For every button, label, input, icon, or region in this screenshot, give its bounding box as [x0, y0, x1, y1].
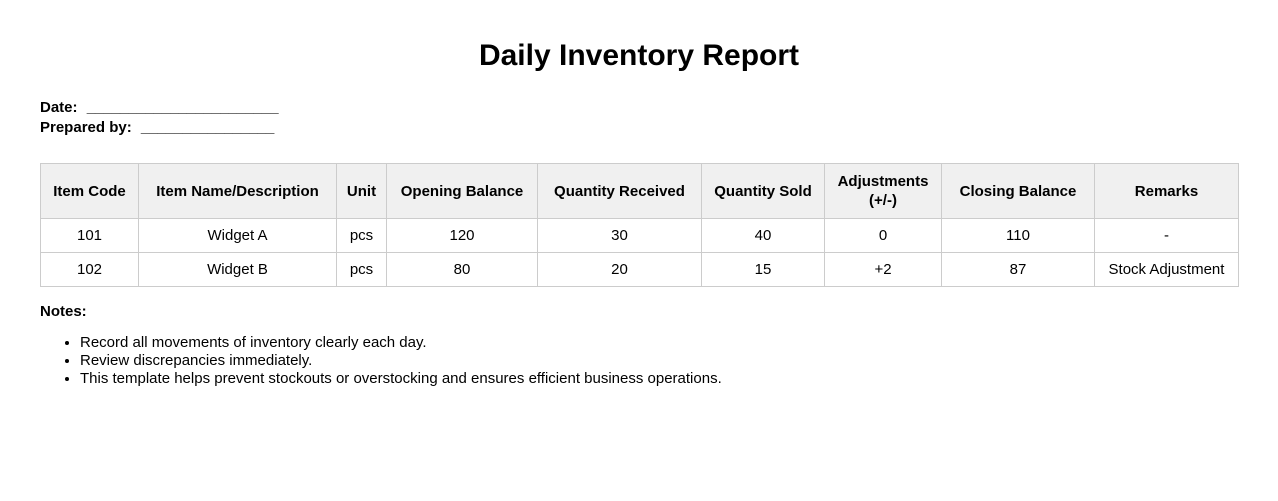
- table-cell: +2: [824, 252, 942, 287]
- table-cell: Stock Adjustment: [1094, 252, 1239, 287]
- table-cell: 0: [824, 218, 942, 253]
- column-header: Remarks: [1094, 163, 1239, 219]
- table-cell: 110: [941, 218, 1095, 253]
- table-cell: pcs: [336, 218, 387, 253]
- table-cell: Widget A: [138, 218, 337, 253]
- table-cell: 40: [701, 218, 825, 253]
- column-header: Opening Balance: [386, 163, 538, 219]
- date-blank-field: _______________________: [86, 99, 279, 116]
- table-cell: 15: [701, 252, 825, 287]
- table-cell: 30: [537, 218, 702, 253]
- notes-heading: Notes:: [40, 303, 87, 320]
- table-cell: 87: [941, 252, 1095, 287]
- column-header: Quantity Sold: [701, 163, 825, 219]
- table-cell: pcs: [336, 252, 387, 287]
- prepared-by-line: Prepared by: ________________: [40, 118, 1238, 138]
- column-header: Closing Balance: [941, 163, 1095, 219]
- table-cell: 120: [386, 218, 538, 253]
- column-header: Adjustments (+/-): [824, 163, 942, 219]
- table-header-row: Item Code Item Name/Description Unit Openin…: [40, 163, 1239, 219]
- table-cell: 80: [386, 252, 538, 287]
- note-item: Review discrepancies immediately.: [80, 352, 1238, 370]
- prepared-by-label: Prepared by:: [40, 119, 132, 136]
- table-cell: 102: [40, 252, 139, 287]
- inventory-table: Item Code Item Name/Description Unit Openin…: [40, 163, 1239, 287]
- page-title: Daily Inventory Report: [478, 39, 800, 72]
- note-item: This template helps prevent stockouts or…: [80, 370, 1238, 388]
- note-item: Record all movements of inventory clearl…: [80, 334, 1238, 352]
- notes-list: Record all movements of inventory clearl…: [40, 334, 1238, 388]
- table-cell: 20: [537, 252, 702, 287]
- table-cell: Widget B: [138, 252, 337, 287]
- date-label: Date:: [40, 99, 78, 116]
- table-cell: -: [1094, 218, 1239, 253]
- date-line: Date: _______________________: [40, 98, 1238, 118]
- prepared-by-blank-field: ________________: [140, 119, 275, 136]
- table-cell: 101: [40, 218, 139, 253]
- column-header: Item Code: [40, 163, 139, 219]
- column-header: Unit: [336, 163, 387, 219]
- column-header: Quantity Received: [537, 163, 702, 219]
- column-header: Item Name/Description: [138, 163, 337, 219]
- meta-block: Date: _______________________ Prepared b…: [40, 98, 1238, 138]
